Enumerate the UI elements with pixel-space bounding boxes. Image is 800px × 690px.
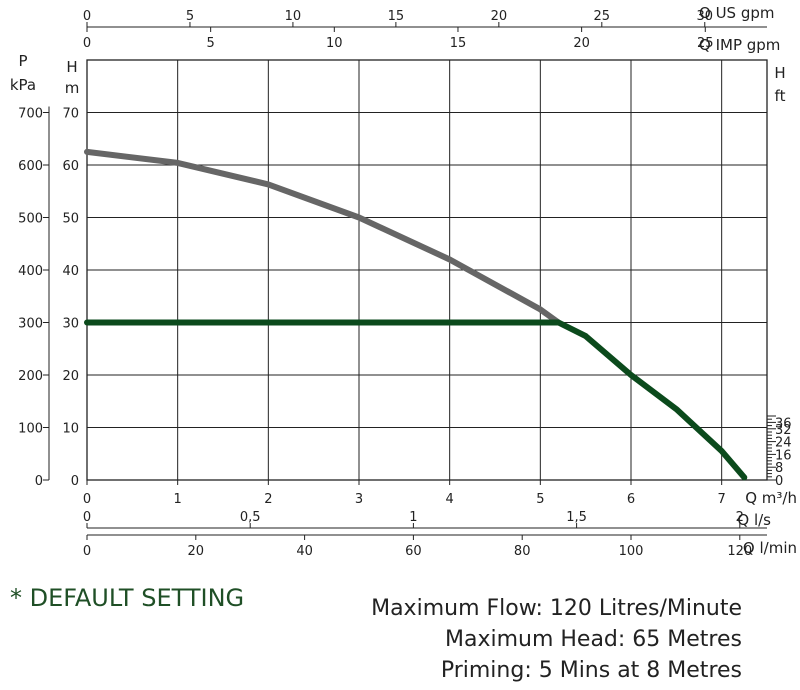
- x-tick-label: 2: [264, 492, 272, 507]
- y-axis-unit-m: m: [65, 79, 80, 97]
- tick-label-ls: 0,5: [240, 510, 261, 525]
- default-setting-note: * DEFAULT SETTING: [10, 584, 245, 612]
- y-axis-unit-ft: ft: [775, 87, 786, 105]
- tick-label-lmin: 120: [727, 544, 752, 559]
- y-tick-label-m: 30: [62, 317, 79, 332]
- y-tick-label-kpa: 600: [18, 159, 43, 174]
- y-tick-label-ft: 36: [775, 416, 792, 431]
- y-tick-label-kpa: 700: [18, 107, 43, 122]
- tick-label-ls: 2: [736, 510, 744, 525]
- y-tick-label-kpa: 0: [35, 474, 43, 489]
- y-tick-label-m: 50: [62, 212, 79, 227]
- axis-label-lmin: Q l/min: [743, 539, 797, 557]
- tick-label-ls: 0: [83, 510, 91, 525]
- tick-label-usgpm: 10: [285, 9, 302, 24]
- y-tick-label-kpa: 500: [18, 212, 43, 227]
- tick-label-usgpm: 0: [83, 9, 91, 24]
- y-tick-label-kpa: 200: [18, 369, 43, 384]
- tick-label-lmin: 80: [514, 544, 531, 559]
- tick-label-impgpm: 25: [697, 36, 714, 51]
- axis-label-impgpm: Q IMP gpm: [699, 36, 780, 54]
- y-tick-label-ft: 32: [775, 423, 792, 438]
- y-axis-label-h: H: [66, 58, 77, 76]
- tick-label-usgpm: 30: [696, 9, 713, 24]
- tick-label-impgpm: 20: [573, 36, 590, 51]
- y-tick-label-m: 20: [62, 369, 79, 384]
- x-tick-label: 1: [174, 492, 182, 507]
- y-tick-label-ft: 24: [775, 436, 792, 451]
- tick-label-usgpm: 5: [186, 9, 194, 24]
- tick-label-lmin: 60: [405, 544, 422, 559]
- x-axis-label: Q m³/h: [745, 489, 797, 507]
- y-tick-label-kpa: 100: [18, 422, 43, 437]
- pump-curve-line: [84, 148, 562, 326]
- spec-priming: Priming: 5 Mins at 8 Metres: [440, 658, 742, 683]
- default-setting-line: [84, 319, 748, 481]
- y-tick-label-kpa: 400: [18, 264, 43, 279]
- tick-label-usgpm: 15: [388, 9, 405, 24]
- y-axis-label-p: P: [18, 52, 27, 70]
- tick-label-lmin: 20: [188, 544, 205, 559]
- x-tick-label: 3: [355, 492, 363, 507]
- tick-label-impgpm: 5: [207, 36, 215, 51]
- x-tick-label: 7: [718, 492, 726, 507]
- tick-label-lmin: 0: [83, 544, 91, 559]
- y-tick-label-m: 70: [62, 107, 79, 122]
- pump-performance-chart: 0102030405060700100200300400500600700HmP…: [10, 4, 797, 559]
- tick-label-lmin: 100: [619, 544, 644, 559]
- y-tick-label-ft: 16: [775, 448, 792, 463]
- spec-max-flow: Maximum Flow: 120 Litres/Minute: [371, 596, 742, 621]
- tick-label-usgpm: 20: [491, 9, 508, 24]
- x-tick-label: 0: [83, 492, 91, 507]
- y-axis-unit-kpa: kPa: [10, 76, 36, 94]
- y-axis-label-h-right: H: [774, 64, 785, 82]
- tick-label-ls: 1,5: [566, 510, 587, 525]
- y-tick-label-kpa: 300: [18, 317, 43, 332]
- tick-label-ls: 1: [409, 510, 417, 525]
- x-tick-label: 6: [627, 492, 635, 507]
- tick-label-usgpm: 25: [594, 9, 611, 24]
- x-tick-label: 5: [536, 492, 544, 507]
- tick-label-impgpm: 10: [326, 36, 343, 51]
- axis-label-usgpm: Q US gpm: [699, 4, 775, 22]
- y-tick-label-m: 0: [71, 474, 79, 489]
- x-tick-label: 4: [446, 492, 454, 507]
- y-tick-label-m: 10: [62, 422, 79, 437]
- y-tick-label-m: 60: [62, 159, 79, 174]
- axis-label-ls: Q l/s: [737, 511, 771, 529]
- spec-max-head: Maximum Head: 65 Metres: [444, 627, 742, 652]
- tick-label-lmin: 40: [296, 544, 313, 559]
- y-tick-label-ft: 8: [775, 461, 783, 476]
- tick-label-impgpm: 15: [450, 36, 467, 51]
- y-tick-label-m: 40: [62, 264, 79, 279]
- y-tick-label-ft: 0: [775, 474, 783, 489]
- tick-label-impgpm: 0: [83, 36, 91, 51]
